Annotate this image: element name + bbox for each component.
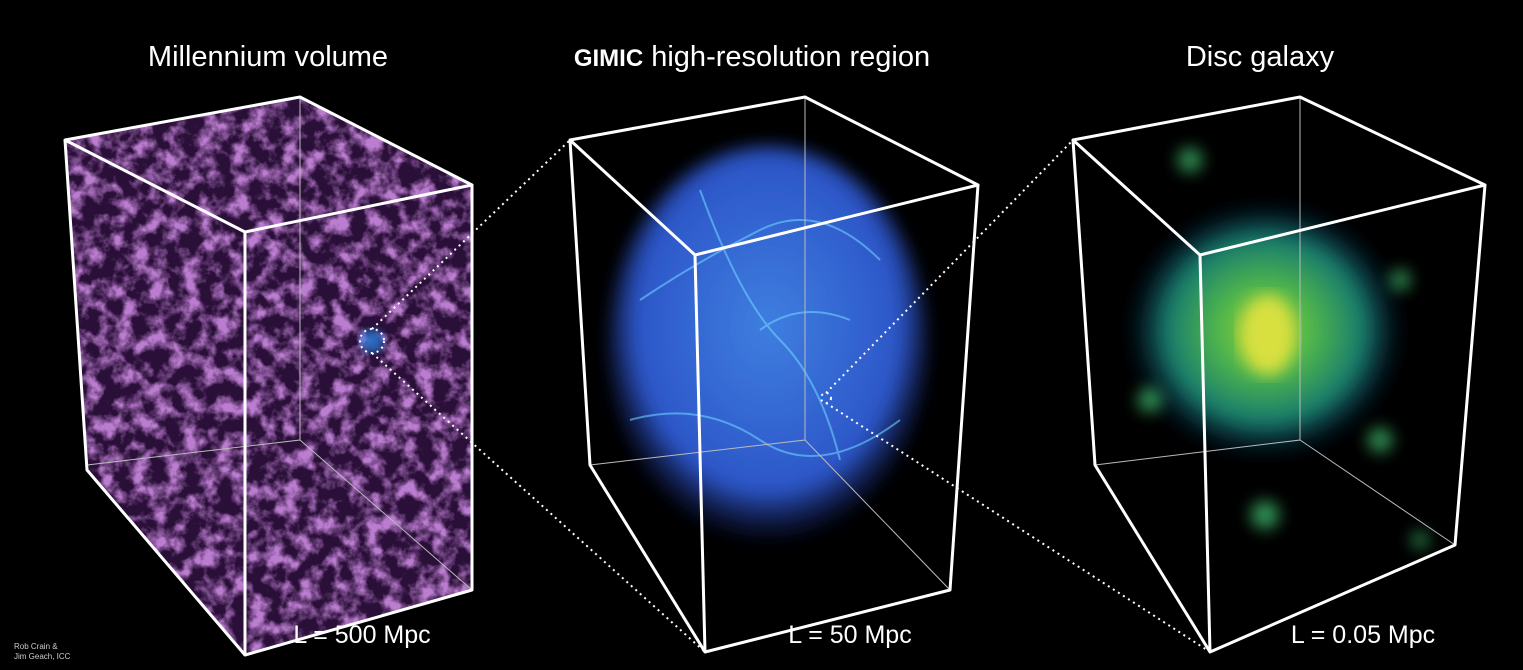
credit: Rob Crain & (14, 642, 58, 651)
title-rest: high-resolution region (651, 41, 930, 73)
galaxy-core (1240, 295, 1296, 375)
figure: Millennium volume GIMIC high-resolution … (0, 0, 1523, 670)
scale-label: L = 500 Mpc (293, 621, 430, 649)
panel-title: Disc galaxy (1186, 41, 1335, 73)
credit: Jim Geach, ICC (14, 652, 71, 661)
scale-label: L = 0.05 Mpc (1291, 621, 1435, 649)
panel-title: Millennium volume (148, 41, 388, 73)
acronym: GIMIC (574, 45, 643, 72)
panel-title: GIMIC high-resolution region (574, 41, 930, 73)
region-blob (608, 145, 928, 545)
zoom-region (360, 329, 384, 353)
scale-label: L = 50 Mpc (788, 621, 911, 649)
